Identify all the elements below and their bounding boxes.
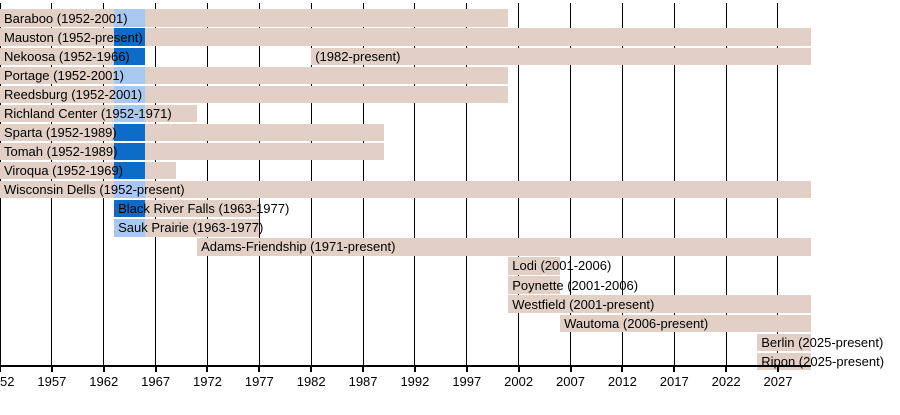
timeline-bar-black-river-falls: Black River Falls (1963-1977)	[114, 200, 289, 218]
overlay-dark-blue-sparta	[114, 123, 146, 142]
overlay-light-blue-reedsburg	[114, 85, 146, 104]
axis-tick-2022	[725, 366, 728, 372]
overlay-dark-blue-black-river-falls	[114, 200, 146, 218]
axis-tick-2007	[569, 366, 572, 372]
axis-tick-label-2012: 2012	[607, 373, 637, 389]
bar-label-adams-friendship: Adams-Friendship (1971-present)	[201, 239, 396, 255]
axis-tick-label-1957: 1957	[37, 373, 67, 389]
bar-label-portage: Portage (1952-2001)	[4, 67, 124, 83]
axis-tick-1952	[0, 366, 1, 372]
bar-label-wautoma: Wautoma (2006-present)	[564, 315, 709, 331]
axis-tick-2012	[621, 366, 624, 372]
axis-tick-2027	[776, 366, 779, 372]
timeline-bar-richland-center: Richland Center (1952-1971)	[0, 104, 198, 123]
axis-tick-label-1997: 1997	[452, 373, 482, 389]
bar-label-berlin: Berlin (2025-present)	[761, 334, 884, 350]
axis-tick-label-1972: 1972	[192, 373, 222, 389]
bar-label-nekoosa-2: (1982-present)	[315, 48, 401, 64]
axis-tick-1987	[362, 366, 365, 372]
axis-tick-1967	[154, 366, 157, 372]
axis-tick-label-1962: 1962	[89, 373, 119, 389]
axis-tick-1962	[102, 366, 105, 372]
timeline-bar-poynette: Poynette (2001-2006)	[508, 276, 638, 294]
timeline-bar-sauk-prairie: Sauk Prairie (1963-1977)	[114, 219, 263, 237]
x-axis-line	[0, 364, 811, 367]
axis-tick-label-1967: 1967	[141, 373, 171, 389]
bar-label-nekoosa: Nekoosa (1952-1966)	[4, 48, 130, 64]
timeline-bar-portage: Portage (1952-2001)	[0, 66, 509, 84]
bar-label-ripon: Ripon (2025-present)	[761, 353, 885, 369]
axis-tick-1992	[413, 366, 416, 372]
axis-tick-label-1977: 1977	[244, 373, 274, 389]
axis-tick-label-2022: 2022	[711, 373, 741, 389]
overlay-dark-blue-nekoosa	[114, 47, 146, 65]
bar-label-black-river-falls: Black River Falls (1963-1977)	[118, 201, 290, 217]
bar-label-westfield: Westfield (2001-present)	[512, 296, 655, 312]
axis-tick-label-2017: 2017	[659, 373, 689, 389]
bar-label-lodi: Lodi (2001-2006)	[512, 258, 612, 274]
timeline-bar-westfield: Westfield (2001-present)	[508, 295, 812, 313]
overlay-light-blue-portage	[114, 66, 146, 84]
axis-tick-label-2007: 2007	[556, 373, 585, 389]
bar-label-mauston: Mauston (1952-present)	[4, 29, 143, 45]
timeline-bar-berlin: Berlin (2025-present)	[757, 333, 883, 351]
axis-tick-1977	[258, 366, 261, 372]
timeline-bar-wisconsin-dells: Wisconsin Dells (1952-present)	[0, 181, 812, 199]
timeline-bar-ripon: Ripon (2025-present)	[757, 352, 884, 371]
timeline-bar-viroqua: Viroqua (1952-1969)	[0, 161, 177, 180]
timeline-bar-nekoosa: Nekoosa (1952-1966)	[0, 47, 146, 65]
overlay-light-blue-wisconsin-dells	[114, 181, 146, 199]
overlay-dark-blue-mauston	[114, 28, 146, 46]
axis-tick-1972	[206, 366, 209, 372]
overlay-dark-blue-tomah	[114, 142, 146, 161]
timeline-bar-sparta: Sparta (1952-1989)	[0, 123, 384, 142]
bar-label-wisconsin-dells: Wisconsin Dells (1952-present)	[4, 182, 185, 198]
timeline-bar-wautoma: Wautoma (2006-present)	[560, 314, 812, 332]
bar-label-sparta: Sparta (1952-1989)	[4, 125, 117, 140]
axis-tick-label-2027: 2027	[763, 373, 793, 389]
axis-tick-2002	[517, 366, 520, 372]
timeline-bar-adams-friendship: Adams-Friendship (1971-present)	[197, 238, 812, 256]
bar-label-baraboo: Baraboo (1952-2001)	[4, 10, 128, 26]
timeline-bar-nekoosa-2: (1982-present)	[311, 47, 812, 65]
axis-tick-label-1982: 1982	[296, 373, 326, 389]
bar-label-reedsburg: Reedsburg (1952-2001)	[4, 86, 143, 102]
bar-label-viroqua: Viroqua (1952-1969)	[4, 163, 124, 179]
axis-tick-1982	[310, 366, 313, 372]
timeline-bar-baraboo: Baraboo (1952-2001)	[0, 9, 509, 27]
axis-tick-label-1952: 1952	[0, 373, 15, 389]
overlay-light-blue-baraboo	[114, 9, 146, 27]
timeline-bar-mauston: Mauston (1952-present)	[0, 28, 812, 46]
timeline-bar-reedsburg: Reedsburg (1952-2001)	[0, 85, 509, 104]
overlay-light-blue-sauk-prairie	[114, 219, 146, 237]
axis-tick-1957	[50, 366, 53, 372]
bar-label-sauk-prairie: Sauk Prairie (1963-1977)	[118, 220, 264, 236]
axis-tick-1997	[465, 366, 468, 372]
axis-tick-label-1992: 1992	[400, 373, 430, 389]
axis-tick-2017	[673, 366, 676, 372]
overlay-light-blue-richland-center	[114, 104, 146, 123]
bar-label-tomah: Tomah (1952-1989)	[4, 144, 118, 160]
overlay-dark-blue-viroqua	[114, 161, 146, 180]
bar-label-poynette: Poynette (2001-2006)	[512, 277, 639, 293]
axis-tick-label-1987: 1987	[348, 373, 378, 389]
axis-tick-label-2002: 2002	[504, 373, 534, 389]
timeline-bar-lodi: Lodi (2001-2006)	[508, 257, 611, 275]
timeline-bar-tomah: Tomah (1952-1989)	[0, 142, 384, 161]
bar-label-richland-center: Richland Center (1952-1971)	[4, 105, 172, 121]
